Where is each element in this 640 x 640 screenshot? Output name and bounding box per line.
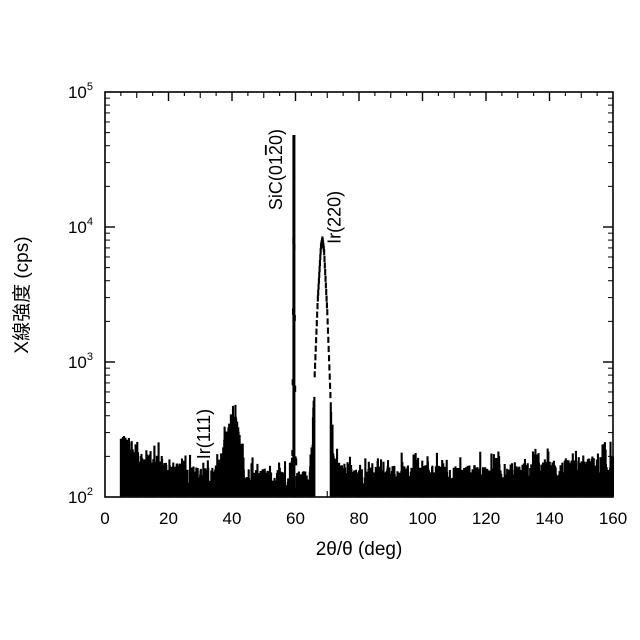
ir111-peak-label: Ir(111) — [194, 409, 214, 459]
y-axis-ticks: 102 103 104 105 — [68, 81, 613, 507]
y-tick-label: 103 — [68, 351, 93, 372]
sic-peak-label: SiC(0120) — [266, 129, 286, 210]
y-tick-label: 105 — [68, 81, 93, 102]
x-tick-label: 120 — [472, 509, 500, 528]
x-tick-label: 140 — [535, 509, 563, 528]
x-tick-label: 0 — [100, 509, 109, 528]
x-tick-label: 160 — [599, 509, 627, 528]
x-axis-label: 2θ/θ (deg) — [316, 539, 403, 560]
x-tick-label: 40 — [223, 509, 242, 528]
xrd-trace — [119, 167, 615, 497]
x-tick-label: 20 — [159, 509, 178, 528]
plot-series-layer — [119, 135, 615, 497]
y-tick-label: 102 — [68, 486, 93, 507]
plot-frame — [104, 91, 614, 498]
x-tick-label: 60 — [286, 509, 305, 528]
x-tick-label: 80 — [350, 509, 369, 528]
y-axis-label: X線強度 (cps) — [11, 236, 33, 353]
x-axis-ticks: 0 20 40 60 80 100 120 140 160 — [100, 92, 627, 528]
ir220-peak-label: Ir(220) — [324, 191, 344, 244]
x-tick-label: 100 — [408, 509, 436, 528]
y-tick-label: 104 — [68, 216, 93, 237]
peak-annotations: SiC(0120) Ir(220) Ir(111) — [194, 129, 345, 459]
